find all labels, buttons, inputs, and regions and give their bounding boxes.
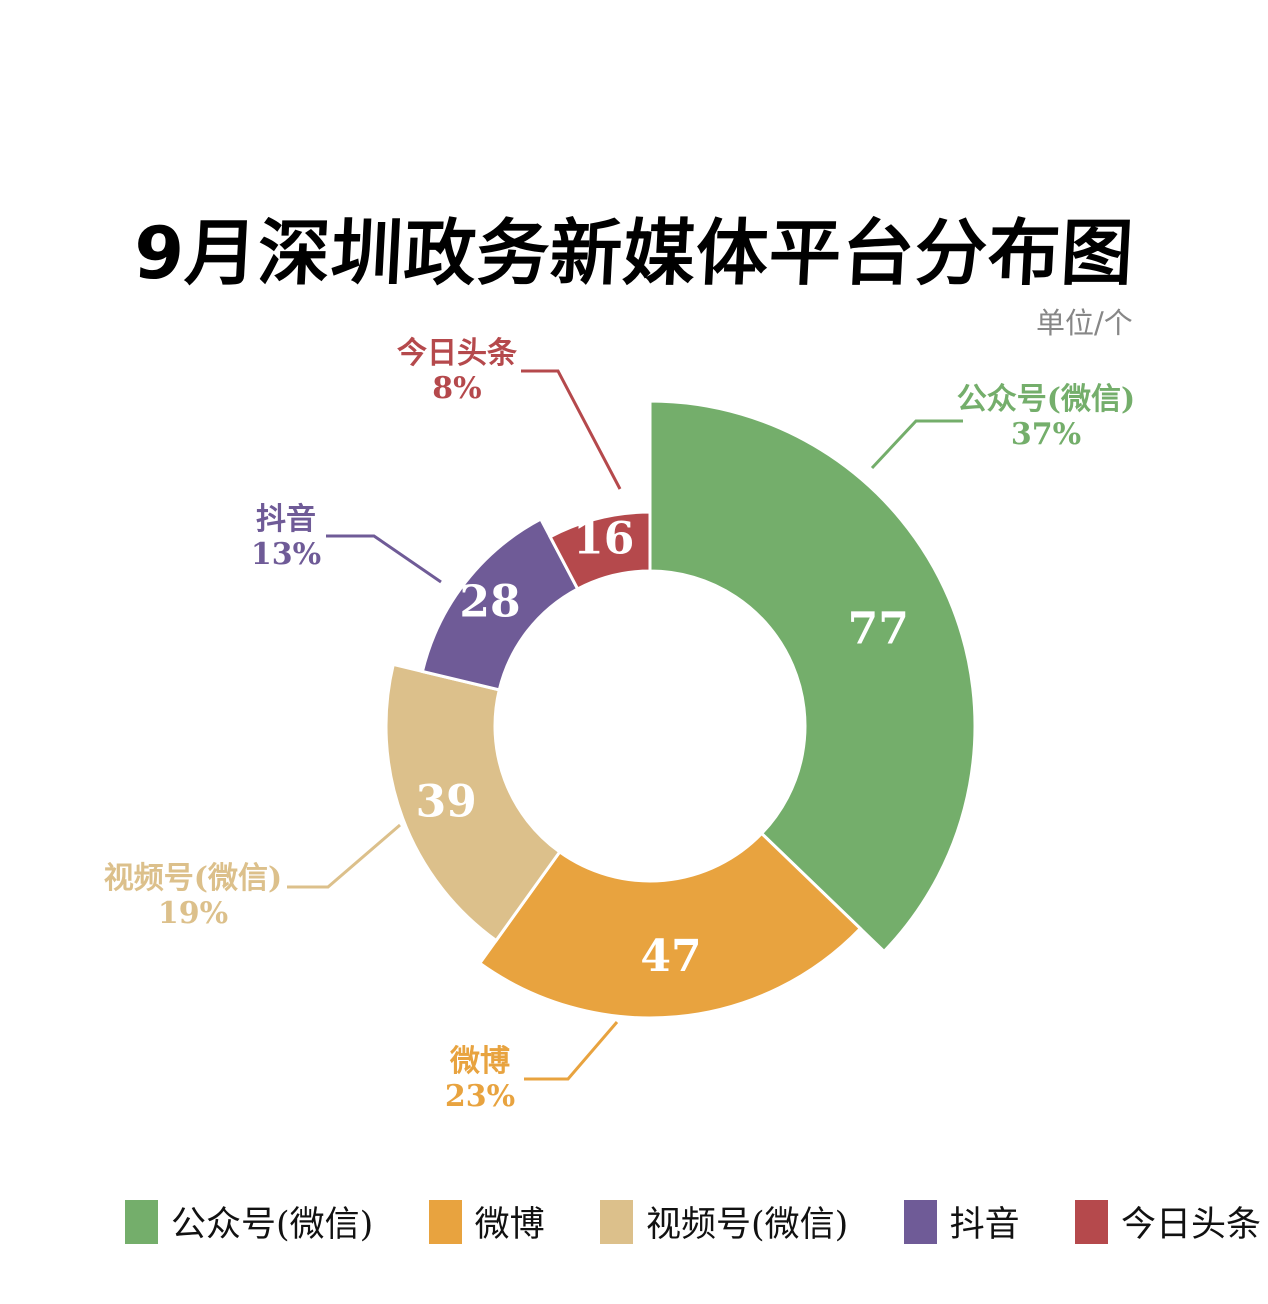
slice-value-4: 16 — [573, 514, 634, 565]
slice-value-1: 47 — [640, 931, 701, 982]
legend-label: 公众号(微信) — [171, 1205, 374, 1245]
legend-item-douyin: 抖音 — [903, 1196, 1020, 1247]
callout-percent: 19% — [157, 896, 229, 931]
legend-item-shipinhao: 视频号(微信) — [599, 1196, 849, 1247]
donut-slice-1 — [477, 831, 863, 1020]
leader-line-3 — [326, 534, 442, 584]
leader-line-0 — [870, 419, 963, 470]
donut-slice-4 — [548, 510, 652, 591]
unit-label: 单位/个 — [1036, 306, 1133, 340]
callout-percent: 23% — [444, 1079, 516, 1114]
legend-label: 视频号(微信) — [645, 1205, 849, 1245]
legend-item-gongzhonghao: 公众号(微信) — [125, 1196, 373, 1247]
legend-swatch-orange — [428, 1199, 462, 1244]
leader-line-2 — [287, 823, 401, 889]
callout-toutiao: 今日头条 8% — [397, 336, 517, 406]
legend-label: 抖音 — [949, 1205, 1020, 1245]
legend-item-toutiao: 今日头条 — [1074, 1196, 1261, 1247]
leader-line-4 — [521, 369, 622, 490]
callout-percent: 13% — [250, 537, 322, 572]
donut-slice-0 — [648, 399, 977, 954]
legend-swatch-tan — [599, 1199, 633, 1244]
legend-item-weibo: 微博 — [428, 1196, 545, 1247]
legend-swatch-green — [125, 1199, 158, 1244]
callout-weibo: 微博 23% — [445, 1044, 515, 1114]
donut-slice-2 — [384, 662, 562, 943]
callout-label: 抖音 — [255, 502, 316, 537]
legend-swatch-purple — [903, 1199, 937, 1244]
callout-percent: 8% — [432, 371, 482, 406]
callout-gongzhonghao: 公众号(微信) 37% — [957, 382, 1135, 452]
leader-line-1 — [524, 1021, 619, 1081]
callout-shipinhao: 视频号(微信) 19% — [104, 861, 282, 931]
callout-label: 公众号(微信) — [956, 382, 1136, 417]
legend-label: 今日头条 — [1120, 1205, 1261, 1245]
callout-percent: 37% — [1010, 417, 1082, 452]
slice-value-3: 28 — [459, 576, 520, 627]
callout-label: 今日头条 — [397, 336, 517, 371]
slice-value-2: 39 — [416, 776, 477, 827]
legend-label: 微博 — [474, 1205, 545, 1245]
callout-label: 视频号(微信) — [103, 861, 283, 896]
legend-swatch-red — [1074, 1199, 1108, 1244]
callout-douyin: 抖音 13% — [251, 502, 321, 572]
callout-label: 微博 — [449, 1044, 510, 1079]
donut-slice-3 — [420, 517, 580, 692]
slice-value-0: 77 — [848, 603, 909, 654]
chart-legend: 公众号(微信) 微博 视频号(微信) 抖音 今日头条 — [125, 1196, 1261, 1247]
